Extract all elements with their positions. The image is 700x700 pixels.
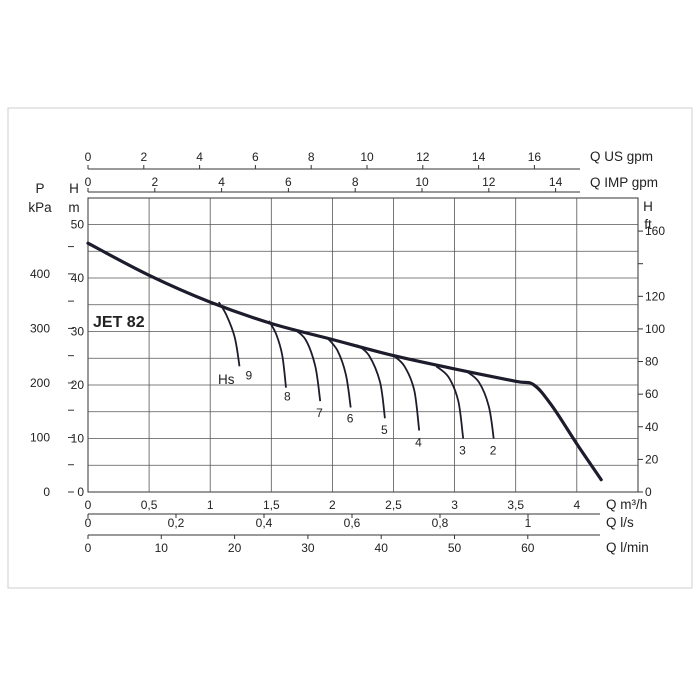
tick-label-ft: 60 [645,387,659,401]
tick-label-m: 30 [71,325,85,339]
grid [87,197,639,493]
tick-label-us-gpm: 6 [252,150,259,164]
tick-label-l-min: 60 [521,541,535,555]
tick-label-kpa: 200 [30,376,50,390]
tick-label-us-gpm: 4 [196,150,203,164]
tick-label-m3h: 1 [207,498,214,512]
chart-title: JET 82 [93,314,145,331]
outer-frame [7,107,693,589]
tick-label-m3h: 1,5 [263,498,280,512]
axis-label-us-gpm: Q US gpm [590,149,653,164]
suction-curve-5 [356,344,386,419]
tick-label-us-gpm: 10 [360,150,374,164]
tick-label-l-s: 0,4 [256,516,273,530]
tick-label-m: 40 [71,271,85,285]
axis-label-ft: ft [644,217,652,232]
tick-label-imp-gpm: 2 [151,175,158,189]
tick-label-ft: 80 [645,355,659,369]
tick-label-us-gpm: 12 [416,150,430,164]
tick-label-l-s: 0,6 [344,516,361,530]
tick-label-l-s: 0 [85,516,92,530]
suction-label-2: 2 [490,444,497,458]
suction-curve-8 [268,320,287,388]
curves [86,241,603,482]
tick-label-kpa: 100 [30,430,50,444]
tick-label-ft: 100 [645,322,665,336]
axis-label-m3h: Q m³/h [606,497,647,512]
tick-label-m3h: 2 [329,498,336,512]
tick-label-ft: 20 [645,452,659,466]
tick-label-imp-gpm: 0 [85,175,92,189]
tick-label-m3h: 3 [451,498,458,512]
tick-label-us-gpm: 8 [308,150,315,164]
tick-label-l-min: 50 [448,541,462,555]
suction-label-9: 9 [246,368,253,382]
suction-label-6: 6 [347,411,354,425]
tick-label-l-min: 20 [228,541,242,555]
tick-label-kpa: 300 [30,321,50,335]
tick-label-m3h: 0,5 [141,498,158,512]
tick-label-imp-gpm: 10 [415,175,429,189]
axis-label-l-s: Q l/s [606,515,634,530]
suction-label-8: 8 [284,390,291,404]
suction-label-4: 4 [415,435,422,449]
tick-label-ft: 0 [645,485,652,499]
tick-label-m3h: 4 [573,498,580,512]
hs-label: Hs [218,372,235,387]
tick-label-l-s: 0,8 [432,516,449,530]
tick-label-l-s: 0,2 [168,516,185,530]
tick-label-ft: 160 [645,224,665,238]
tick-label-us-gpm: 0 [85,150,92,164]
tick-label-ft: 40 [645,420,659,434]
suction-label-5: 5 [381,423,388,437]
plot-area [87,197,639,493]
tick-label-m: 20 [71,378,85,392]
tick-label-imp-gpm: 14 [549,175,563,189]
tick-label-m: 10 [71,432,85,446]
tick-label-m3h: 0 [85,498,92,512]
tick-label-kpa: 0 [43,485,50,499]
axis-label-p: P [35,181,44,196]
axis-label-imp-gpm: Q IMP gpm [590,175,658,190]
suction-label-3: 3 [459,444,466,458]
tick-label-imp-gpm: 12 [482,175,496,189]
suction-curve-6 [325,336,352,408]
tick-label-imp-gpm: 4 [218,175,225,189]
tick-label-m: 50 [71,218,85,232]
tick-label-m3h: 2,5 [385,498,402,512]
tick-label-l-s: 1 [525,516,532,530]
labels: 9 8 7 6 5 4 3 2 Hs [218,368,497,457]
suction-curve-9 [218,301,241,367]
main-curve [86,241,603,482]
tick-label-l-min: 40 [375,541,389,555]
tick-label-us-gpm: 2 [140,150,147,164]
suction-curve-4 [392,354,421,431]
tick-label-l-min: 10 [155,541,169,555]
axis-label-h-left: H [69,181,79,196]
tick-label-m: 0 [77,485,84,499]
suction-curve-2 [466,370,495,439]
tick-label-us-gpm: 16 [528,150,542,164]
tick-label-us-gpm: 14 [472,150,486,164]
suction-label-7: 7 [316,406,323,420]
suction-curve-3 [435,365,465,439]
tick-label-l-min: 0 [85,541,92,555]
tick-label-ft: 120 [645,289,665,303]
tick-label-imp-gpm: 6 [285,175,292,189]
tick-label-m3h: 3,5 [507,498,524,512]
tick-label-l-min: 30 [301,541,315,555]
tick-label-kpa: 400 [30,267,50,281]
tick-label-imp-gpm: 8 [352,175,359,189]
axis-label-kpa: kPa [28,200,52,215]
axis-label-m: m [68,200,79,215]
axis-label-l-min: Q l/min [606,540,649,555]
suction-curve-7 [292,328,322,402]
axis-label-h-right: H [643,199,653,214]
